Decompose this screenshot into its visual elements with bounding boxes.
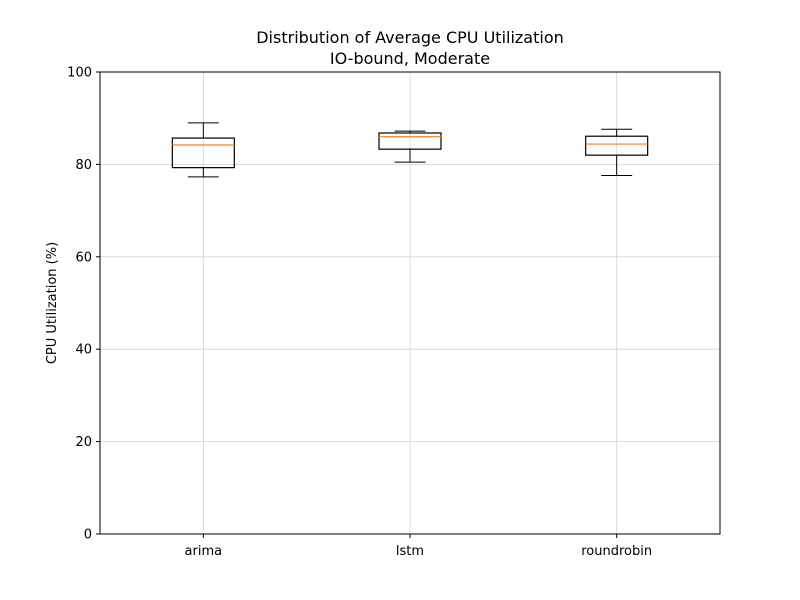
iqr-box — [171, 137, 235, 169]
y-axis-label: CPU Utilization (%) — [45, 242, 60, 364]
chart-subtitle: IO-bound, Moderate — [330, 49, 490, 68]
iqr-box — [378, 132, 442, 150]
box-series — [171, 122, 649, 178]
y-tick-label: 60 — [75, 250, 92, 265]
y-tick-label: 20 — [75, 435, 92, 450]
axes: 0 20 40 60 80 100 arima lstm roundrobin — [67, 66, 652, 560]
y-tick-label: 80 — [75, 158, 92, 173]
y-tick-label: 40 — [75, 343, 92, 358]
x-tick-label: arima — [185, 544, 223, 559]
box-roundrobin — [585, 128, 649, 176]
iqr-box — [585, 135, 649, 156]
y-tick-label: 100 — [67, 66, 92, 81]
chart-title: Distribution of Average CPU Utilization — [256, 28, 564, 47]
x-tick-label: lstm — [396, 544, 424, 559]
box-lstm — [378, 130, 442, 163]
y-tick-label: 0 — [84, 528, 92, 543]
box-arima — [171, 122, 235, 178]
grid-lines — [100, 71, 720, 535]
x-tick-label: roundrobin — [581, 544, 652, 559]
